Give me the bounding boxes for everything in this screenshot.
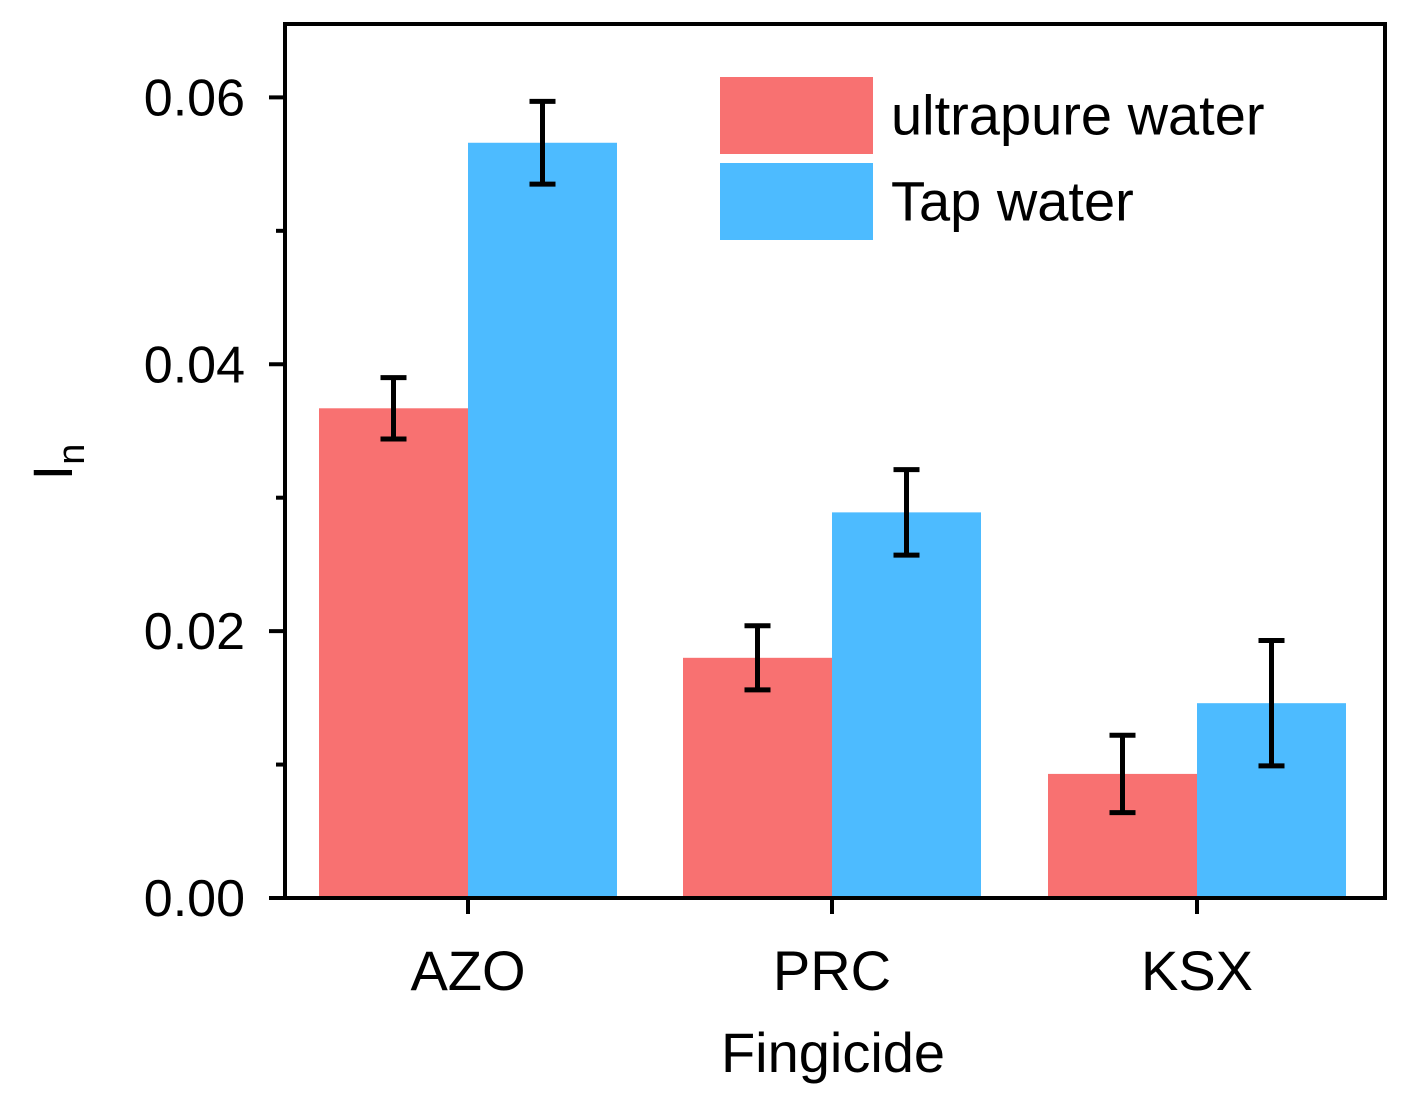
y-axis: 0.00 0.02 0.04 0.06: [144, 69, 285, 928]
bar-azo-series-1: [319, 408, 468, 898]
legend-swatch-series-2: [720, 163, 873, 240]
legend-label-series-2: Tap water: [891, 170, 1134, 233]
bar-prc-series-2: [832, 512, 981, 898]
y-axis-title: In: [21, 444, 93, 481]
y-tick-label: 0.04: [144, 336, 245, 394]
bar-azo-series-2: [468, 142, 617, 898]
y-tick-label: 0.06: [144, 69, 245, 127]
bar-prc-series-1: [683, 657, 832, 898]
x-tick-label-azo: AZO: [410, 939, 525, 1002]
legend-label-series-1: ultrapure water: [891, 84, 1265, 147]
error-bars-layer: [380, 98, 1285, 816]
bars-layer: [319, 142, 1346, 898]
x-axis-title: Fingicide: [721, 1021, 945, 1084]
x-axis: AZO PRC KSX: [410, 898, 1253, 1002]
y-tick-label: 0.02: [144, 603, 245, 661]
y-tick-label: 0.00: [144, 870, 245, 928]
legend-swatch-series-1: [720, 77, 873, 154]
y-axis-title-subscript: n: [51, 444, 93, 465]
x-tick-label-prc: PRC: [773, 939, 891, 1002]
plot-frame: [283, 22, 1387, 900]
x-tick-label-ksx: KSX: [1141, 939, 1253, 1002]
y-axis-title-main: I: [21, 465, 84, 481]
legend: ultrapure water Tap water: [720, 77, 1265, 240]
